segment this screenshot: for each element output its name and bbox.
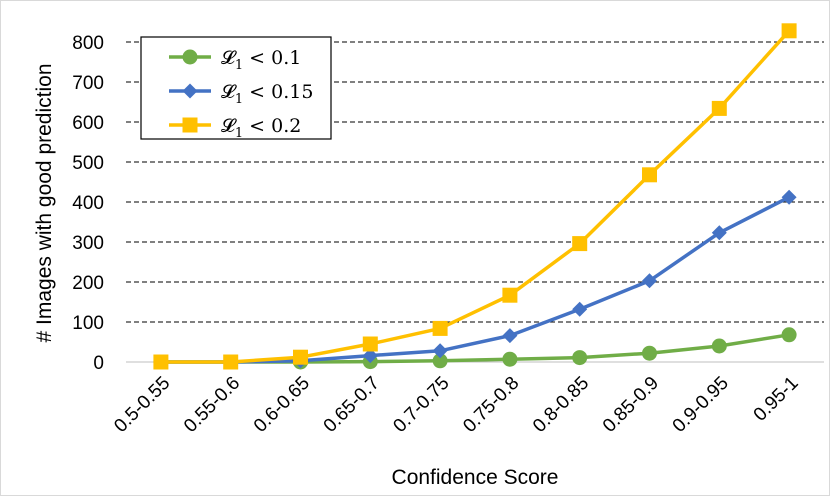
data-point: [781, 327, 797, 343]
legend-item-1: 𝓛1 < 0.15: [169, 81, 313, 107]
x-tick-label: 0.65-0.7: [320, 373, 384, 437]
series-1: [153, 189, 797, 370]
data-point: [642, 345, 657, 361]
y-tick-label: 500: [72, 153, 104, 174]
data-point: [432, 353, 448, 369]
legend-label-subscript: 1: [235, 126, 243, 141]
data-point: [223, 354, 239, 370]
data-point: [362, 348, 378, 364]
y-tick-label: 300: [72, 233, 104, 254]
data-point: [572, 350, 588, 366]
series-line: [160, 195, 790, 364]
legend-label-symbol: 𝓛: [221, 115, 237, 137]
y-axis-title: # Images with good prediction: [33, 64, 56, 343]
legend-label-subscript: 1: [235, 58, 243, 73]
y-tick-label: 100: [72, 313, 104, 334]
y-tick-label: 800: [72, 33, 104, 54]
legend-marker: [182, 49, 198, 65]
data-point: [711, 338, 727, 354]
legend-label-symbol: 𝓛: [221, 81, 237, 103]
legend-label-suffix: < 0.1: [243, 47, 301, 69]
legend-marker: [182, 83, 198, 99]
x-tick-label: 0.5-0.55: [110, 373, 174, 437]
data-point: [502, 328, 518, 344]
data-point: [502, 287, 518, 303]
series-line: [160, 29, 791, 364]
x-tick-label: 0.6-0.65: [250, 373, 314, 437]
data-point: [572, 236, 588, 252]
legend-box: [140, 36, 332, 140]
series-2: [153, 23, 797, 370]
legend-marker: [182, 117, 198, 133]
data-point: [711, 225, 727, 241]
legend-label-subscript: 1: [235, 92, 243, 107]
data-point: [153, 354, 169, 370]
y-tick-label: 600: [72, 113, 104, 134]
data-point: [432, 343, 448, 359]
data-point: [293, 349, 308, 365]
legend-item-0: 𝓛1 < 0.1: [169, 47, 301, 73]
series-line: [160, 333, 790, 364]
y-tick-label: 0: [93, 353, 104, 374]
x-tick-label: 0.9-0.95: [669, 373, 733, 437]
legend-label: 𝓛1 < 0.1: [221, 47, 301, 73]
x-tick-label: 0.85-0.9: [599, 373, 663, 437]
data-point: [432, 320, 448, 336]
data-point: [572, 301, 588, 317]
legend-item-2: 𝓛1 < 0.2: [169, 115, 301, 141]
legend-label-symbol: 𝓛: [221, 47, 237, 69]
data-point: [642, 273, 657, 289]
legend-label: 𝓛1 < 0.2: [221, 115, 301, 141]
x-axis-title: Confidence Score: [392, 466, 559, 489]
data-point: [362, 336, 378, 352]
x-tick-label: 0.7-0.75: [389, 373, 453, 437]
y-tick-label: 200: [72, 273, 104, 294]
data-point: [711, 100, 727, 116]
legend-label: 𝓛1 < 0.15: [221, 81, 313, 107]
x-tick-label: 0.8-0.85: [529, 373, 593, 437]
y-tick-label: 400: [72, 193, 104, 214]
y-tick-label: 700: [72, 73, 104, 94]
series-group: [153, 23, 797, 370]
x-tick-label: 0.75-0.8: [459, 373, 523, 437]
data-point: [502, 351, 518, 367]
x-tick-label: 0.55-0.6: [180, 373, 244, 437]
y-axis-ticks: 0 100 200 300 400 500 600 700 800: [72, 33, 104, 374]
legend-label-suffix: < 0.2: [243, 115, 301, 137]
data-point: [781, 23, 797, 39]
x-tick-label: 0.95-1: [750, 373, 803, 426]
data-point: [781, 189, 797, 205]
x-axis-ticks: 0.5-0.55 0.55-0.6 0.6-0.65 0.65-0.7 0.7-0.75…: [110, 373, 802, 437]
legend-label-suffix: < 0.15: [243, 81, 313, 103]
data-point: [642, 167, 657, 183]
